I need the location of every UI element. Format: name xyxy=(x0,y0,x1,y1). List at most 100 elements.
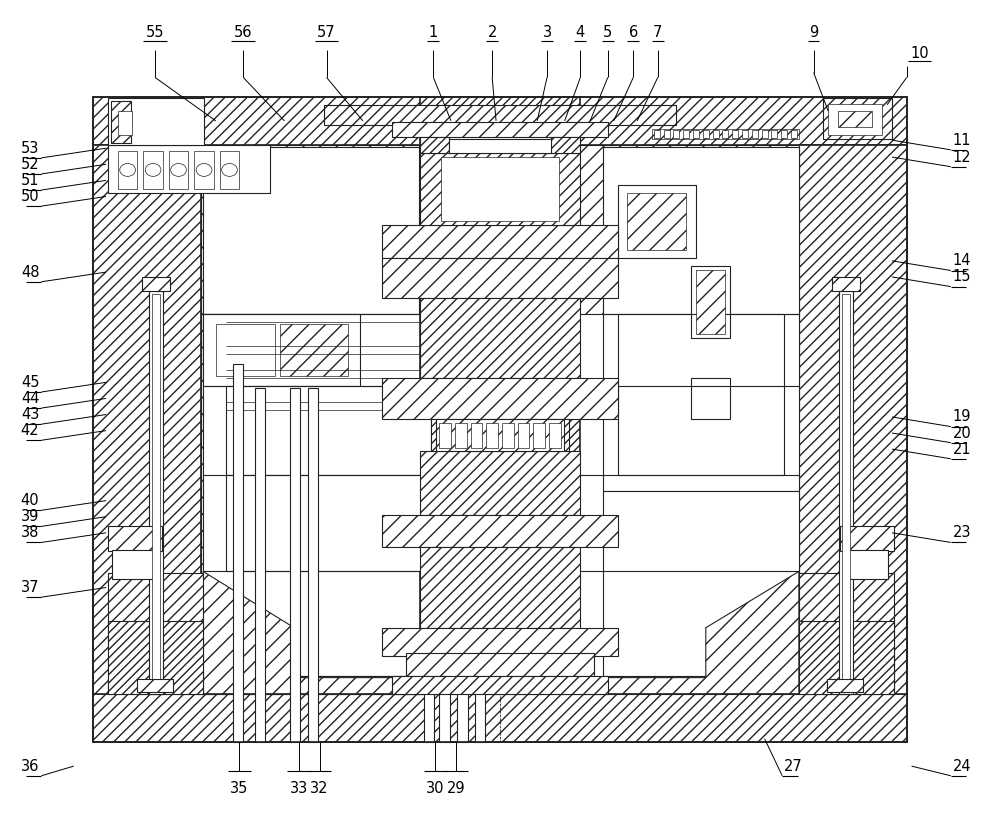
Text: 7: 7 xyxy=(653,25,662,40)
Bar xyxy=(486,423,498,448)
Bar xyxy=(108,621,203,694)
Bar xyxy=(420,97,580,694)
Text: 15: 15 xyxy=(953,269,971,284)
Bar xyxy=(169,150,188,189)
Bar xyxy=(220,150,239,189)
Bar xyxy=(111,101,131,143)
Bar xyxy=(203,314,424,676)
Text: 29: 29 xyxy=(447,781,465,796)
Bar xyxy=(696,269,725,334)
Bar xyxy=(436,419,564,451)
Text: 14: 14 xyxy=(953,254,971,268)
Bar xyxy=(762,130,768,138)
Bar xyxy=(118,150,137,189)
Text: 6: 6 xyxy=(629,25,638,40)
Bar xyxy=(827,679,863,692)
Bar xyxy=(439,533,450,742)
Text: 44: 44 xyxy=(21,391,39,406)
Bar xyxy=(468,201,532,684)
Text: 5: 5 xyxy=(603,25,612,40)
Bar xyxy=(143,150,163,189)
Text: 52: 52 xyxy=(21,157,39,172)
Bar xyxy=(703,130,709,138)
Text: 32: 32 xyxy=(310,781,329,796)
Text: 57: 57 xyxy=(317,25,336,40)
Bar xyxy=(742,130,748,138)
Bar xyxy=(93,145,201,694)
Bar xyxy=(799,621,894,694)
Text: 19: 19 xyxy=(953,410,971,424)
Text: 35: 35 xyxy=(230,781,249,796)
Bar xyxy=(771,130,777,138)
Bar xyxy=(392,676,608,694)
Text: 55: 55 xyxy=(146,25,164,40)
Bar xyxy=(382,378,618,419)
Bar xyxy=(194,150,214,189)
Bar xyxy=(203,147,419,314)
Text: 39: 39 xyxy=(21,509,39,524)
Bar xyxy=(781,130,787,138)
Bar xyxy=(420,137,449,153)
Bar xyxy=(603,314,799,676)
Text: 40: 40 xyxy=(21,493,39,508)
Bar xyxy=(842,294,850,691)
Bar xyxy=(732,130,738,138)
Bar xyxy=(382,258,618,298)
Bar xyxy=(502,423,514,448)
Bar xyxy=(431,105,449,684)
Bar xyxy=(627,193,686,250)
Bar xyxy=(549,423,561,448)
Bar xyxy=(439,423,451,448)
Text: 36: 36 xyxy=(21,759,39,773)
Text: 21: 21 xyxy=(953,442,971,456)
Text: 30: 30 xyxy=(426,781,445,796)
Text: 53: 53 xyxy=(21,140,39,156)
Bar xyxy=(799,145,907,694)
Bar xyxy=(216,324,275,376)
Bar xyxy=(654,130,660,138)
Bar xyxy=(137,679,173,692)
Bar xyxy=(152,294,160,691)
Bar xyxy=(456,201,468,684)
Bar xyxy=(108,145,270,193)
Bar xyxy=(93,122,907,742)
Text: 33: 33 xyxy=(290,781,308,796)
Bar xyxy=(823,99,892,139)
Bar xyxy=(622,318,779,470)
Bar xyxy=(406,654,594,676)
Bar xyxy=(142,277,170,291)
Bar xyxy=(431,105,569,684)
Bar xyxy=(441,475,603,676)
Bar xyxy=(713,130,719,138)
Bar xyxy=(203,314,360,387)
Bar xyxy=(382,515,618,548)
Bar xyxy=(233,364,243,742)
Text: 11: 11 xyxy=(953,133,971,148)
Bar xyxy=(324,105,676,125)
Bar xyxy=(683,130,689,138)
Bar xyxy=(93,97,907,145)
Bar xyxy=(420,298,580,378)
Bar xyxy=(420,153,580,226)
Bar xyxy=(603,491,799,676)
Bar xyxy=(255,388,265,742)
Bar xyxy=(518,423,529,448)
Polygon shape xyxy=(203,571,422,694)
Bar xyxy=(844,551,888,580)
Text: 20: 20 xyxy=(953,425,972,441)
Bar xyxy=(226,314,603,676)
Text: 45: 45 xyxy=(21,375,39,390)
Bar xyxy=(226,475,431,571)
Bar xyxy=(290,388,300,742)
Bar xyxy=(93,694,907,742)
Bar xyxy=(838,111,872,127)
Bar xyxy=(664,130,670,138)
Bar xyxy=(441,157,559,222)
Bar xyxy=(691,378,730,419)
Bar xyxy=(471,423,482,448)
Text: 51: 51 xyxy=(21,173,39,188)
Bar xyxy=(691,266,730,338)
Bar xyxy=(108,525,162,552)
Bar xyxy=(108,573,203,694)
Text: 42: 42 xyxy=(21,423,39,438)
